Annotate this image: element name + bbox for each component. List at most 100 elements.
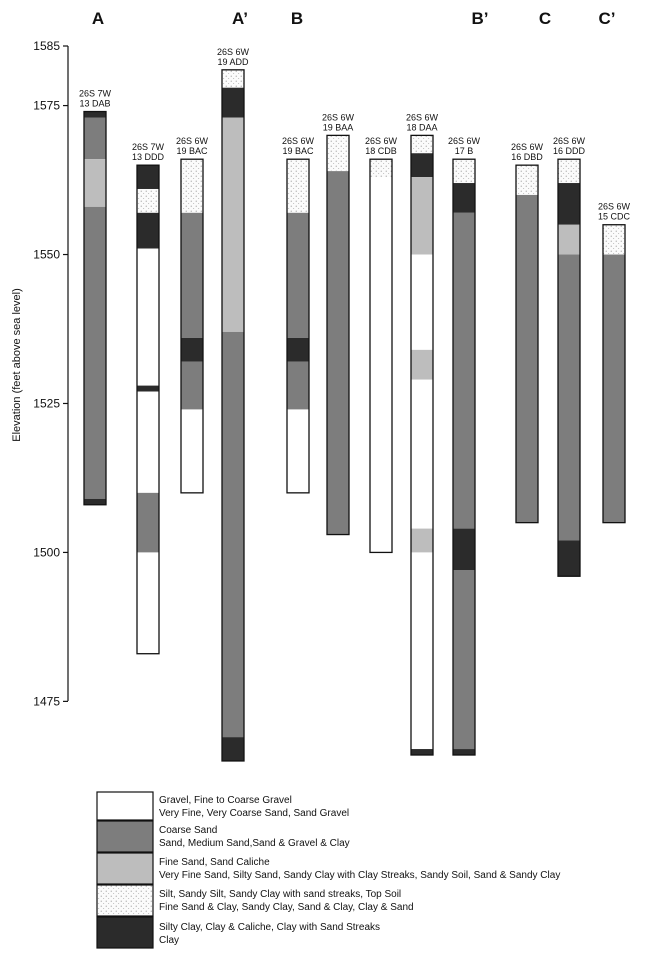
axis-tick-label-1525: 1525: [33, 396, 60, 410]
well-4-layer-3-fine-sand: [222, 117, 244, 332]
well-1-layer-2-coarse-sand: [84, 117, 106, 160]
well-3-label-bottom: 19 BAC: [176, 146, 208, 156]
well-4-label-bottom: 19 ADD: [217, 57, 249, 67]
legend-silt-line1: Silt, Sandy Silt, Sandy Clay with sand s…: [159, 889, 401, 900]
well-2-layer-2-silt: [137, 188, 159, 213]
well-1-layer-5-clay: [84, 498, 106, 505]
legend-swatch-clay: [96, 916, 154, 949]
legend-coarse-sand-line1: Coarse Sand: [159, 825, 217, 836]
legend-coarse-sand-line2: Sand, Medium Sand,Sand & Gravel & Clay: [159, 838, 350, 849]
legend-clay-line2: Clay: [159, 935, 179, 946]
well-8-layer-5-fine-sand: [411, 349, 433, 380]
section-letter-c-prime: C’: [599, 9, 616, 28]
well-8-label-bottom: 18 DAA: [406, 122, 437, 132]
well-9-layer-3-coarse-sand: [453, 212, 475, 529]
well-2-label-top: 26S 7W: [132, 142, 165, 152]
well-9-layer-1-silt: [453, 159, 475, 184]
well-8-layer-3-fine-sand: [411, 177, 433, 255]
well-8-layer-1-silt: [411, 135, 433, 154]
legend-item-coarse-sand: Coarse Sand Sand, Medium Sand,Sand & Gra…: [96, 820, 350, 853]
well-5-layer-4-coarse-sand: [287, 361, 309, 410]
well-1-outline: [83, 110, 107, 506]
axis-ticks: 1585 1575 1550 1525 1500 1475: [33, 39, 68, 708]
well-8-layer-9-clay: [411, 749, 433, 756]
well-2-layer-7-coarse-sand: [137, 492, 159, 553]
well-12-layer-1-silt: [603, 224, 625, 255]
well-2-layer-8-gravel: [137, 552, 159, 654]
well-6-layer-2-coarse-sand: [327, 171, 349, 535]
section-letter-c: C: [539, 9, 551, 28]
well-8-outline: [410, 134, 434, 756]
well-5-layer-2-coarse-sand: [287, 212, 309, 338]
axis-title: Elevation (feet above sea level): [11, 288, 23, 441]
well-9-layer-2-clay: [453, 183, 475, 213]
axis-tick-label-1500: 1500: [33, 545, 60, 559]
well-2-layer-1-clay: [137, 165, 159, 189]
well-7-layer-1-silt: [370, 159, 392, 178]
well-12-layer-2-coarse-sand: [603, 254, 625, 523]
well-2-outline: [136, 164, 160, 655]
legend-gravel-line2: Very Fine, Very Coarse Sand, Sand Gravel: [159, 808, 349, 819]
well-9-label-bottom: 17 B: [455, 146, 474, 156]
well-9-layer-6-clay: [453, 749, 475, 756]
well-1-label-bottom: 13 DAB: [79, 99, 110, 109]
well-5-layer-1-silt: [287, 159, 309, 213]
well-2-layer-6-gravel: [137, 391, 159, 493]
axis-tick-label-1585: 1585: [33, 39, 60, 53]
well-2-layer-3-clay: [137, 212, 159, 249]
well-3-layer-5-gravel: [181, 409, 203, 493]
well-9-outline: [452, 158, 476, 756]
well-8-label-top: 26S 6W: [406, 112, 439, 122]
section-letter-a: A: [92, 9, 104, 28]
well-6-label-bottom: 19 BAA: [323, 122, 354, 132]
legend-fine-sand-line1: Fine Sand, Sand Caliche: [159, 857, 270, 868]
well-8-layer-4-gravel: [411, 254, 433, 350]
well-4-layer-4-coarse-sand: [222, 331, 244, 738]
legend-swatch-fine-sand: [96, 852, 154, 885]
legend-gravel-line1: Gravel, Fine to Coarse Gravel: [159, 795, 292, 806]
well-3-layer-1-silt: [181, 159, 203, 213]
well-1-layer-3-fine-sand: [84, 159, 106, 207]
well-11-label-bottom: 16 DDD: [553, 146, 586, 156]
well-11-label-top: 26S 6W: [553, 136, 586, 146]
well-12-outline: [602, 224, 626, 524]
well-3-layer-3-clay: [181, 337, 203, 362]
legend-clay-line1: Silty Clay, Clay & Caliche, Clay with Sa…: [159, 922, 380, 933]
legend-item-silt: Silt, Sandy Silt, Sandy Clay with sand s…: [96, 884, 414, 917]
well-4-outline: [221, 69, 245, 762]
well-1-label-top: 26S 7W: [79, 89, 112, 99]
legend-swatch-silt: [96, 884, 154, 917]
well-3-outline: [180, 158, 204, 494]
well-5-layer-5-gravel: [287, 409, 309, 493]
axis-tick-label-1475: 1475: [33, 694, 60, 708]
well-10-label-top: 26S 6W: [511, 142, 544, 152]
legend-silt-line2: Fine Sand & Clay, Sandy Clay, Sand & Cla…: [159, 902, 414, 913]
well-12-label-bottom: 15 CDC: [598, 212, 631, 222]
section-letter-a-prime: A’: [232, 9, 248, 28]
legend: Gravel, Fine to Coarse Gravel Very Fine,…: [96, 791, 560, 949]
legend-swatch-gravel: [96, 791, 154, 821]
legend-item-gravel: Gravel, Fine to Coarse Gravel Very Fine,…: [96, 791, 349, 821]
well-2-label-bottom: 13 DDD: [132, 152, 165, 162]
well-2-layer-5-clay: [137, 385, 159, 392]
well-4-layer-5-clay: [222, 737, 244, 761]
well-10-layer-2-coarse-sand: [516, 194, 538, 523]
well-3-layer-2-coarse-sand: [181, 212, 203, 338]
well-7-layer-2-gravel: [370, 177, 392, 553]
legend-swatch-coarse-sand: [96, 820, 154, 853]
well-5-label-bottom: 19 BAC: [282, 146, 314, 156]
well-11-outline: [557, 158, 581, 577]
legend-item-fine-sand: Fine Sand, Sand Caliche Very Fine Sand, …: [96, 852, 560, 885]
well-2-layer-4-gravel: [137, 248, 159, 386]
well-10-outline: [515, 164, 539, 524]
